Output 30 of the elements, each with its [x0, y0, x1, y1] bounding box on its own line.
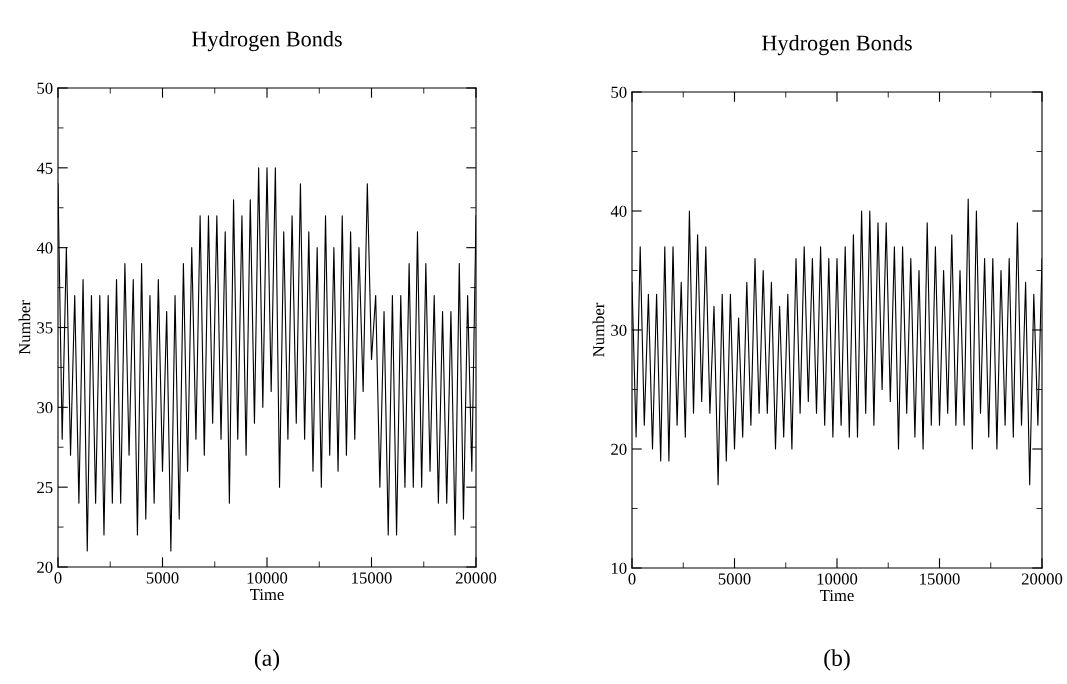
x-tick-label: 0 [628, 573, 636, 585]
x-tick-label: 20000 [1021, 573, 1063, 585]
x-tick-label: 20000 [455, 572, 497, 584]
y-tick-label: 35 [37, 322, 53, 334]
x-tick-label: 5000 [146, 572, 179, 584]
y-tick-label: 40 [36, 242, 53, 254]
y-tick-label: 30 [611, 324, 627, 336]
x-tick-label: 5000 [718, 573, 751, 585]
y-tick-label: 45 [36, 162, 53, 174]
y-tick-label: 20 [611, 443, 627, 455]
y-tick-label: 50 [611, 86, 627, 98]
text: (a) [254, 649, 280, 671]
chart-title: Hydrogen Bonds [762, 34, 912, 56]
y-tick-label: 30 [37, 402, 53, 414]
y-tick-label: 20 [37, 561, 53, 573]
y-tick-label: 40 [610, 205, 627, 217]
chart-title: Hydrogen Bonds [192, 30, 342, 52]
x-axis-title: Time [820, 589, 854, 602]
x-tick-label: 15000 [352, 572, 392, 584]
x-axis-title: Time [250, 588, 284, 601]
y-axis-title: Number [592, 302, 605, 357]
y-tick-label: 50 [37, 82, 53, 94]
text: (b) [824, 649, 850, 671]
x-tick-label: 0 [54, 572, 62, 584]
x-tick-label: 10000 [247, 572, 288, 584]
x-tick-label: 15000 [920, 573, 960, 585]
y-tick-label: 25 [37, 481, 53, 494]
y-tick-label: 10 [611, 562, 627, 574]
y-axis-title: Number [18, 300, 31, 355]
x-tick-label: 10000 [817, 573, 858, 585]
